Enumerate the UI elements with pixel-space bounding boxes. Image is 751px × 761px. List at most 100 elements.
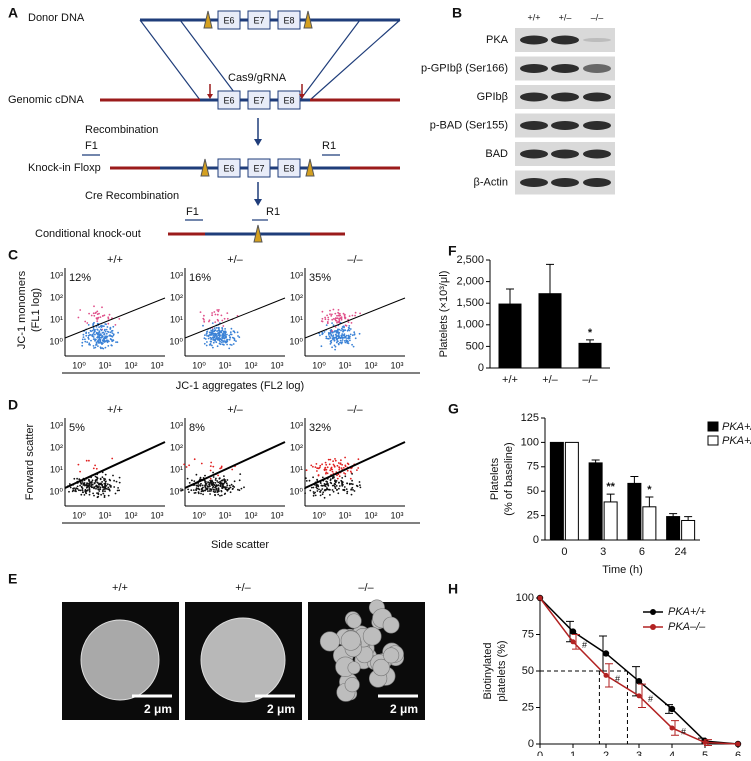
flow-event: [333, 476, 335, 479]
flow-event: [103, 339, 106, 342]
flow-event: [103, 341, 106, 343]
flow-event: [233, 486, 236, 488]
flow-event: [104, 473, 107, 476]
flow-event: [117, 331, 119, 334]
x-tick-label: 3: [636, 750, 642, 756]
flow-event: [104, 336, 107, 338]
error-bar: [645, 496, 654, 507]
flow-event: [108, 489, 111, 492]
flow-event: [338, 485, 341, 487]
x-tick-label: 10³: [390, 360, 403, 370]
x-tick-label: 10⁰: [192, 360, 206, 370]
flow-event: [221, 336, 224, 338]
cas9-label: Cas9/gRNA: [228, 72, 287, 84]
flow-event: [85, 332, 87, 335]
flow-event: [90, 481, 93, 484]
flow-event: [217, 488, 220, 490]
panel-label: E: [8, 571, 17, 587]
flow-event: [107, 316, 110, 319]
flow-event: [97, 495, 100, 498]
flow-event: [115, 480, 118, 483]
flow-event: [235, 340, 237, 342]
flow-event: [230, 483, 233, 486]
flow-event: [343, 472, 345, 474]
flow-event: [331, 313, 333, 316]
exon-label: E8: [283, 15, 294, 25]
flow-event: [98, 483, 101, 486]
x-tick-label: 5: [702, 750, 708, 756]
flow-event: [345, 324, 348, 327]
flow-event: [68, 483, 71, 485]
flow-event: [346, 490, 349, 493]
flow-event: [353, 331, 356, 334]
flow-event: [191, 479, 193, 482]
flow-event: [118, 476, 121, 479]
flow-event: [221, 327, 224, 329]
flow-event: [204, 334, 206, 337]
flow-event: [358, 481, 361, 483]
flow-event: [87, 482, 89, 485]
flow-event: [96, 481, 99, 484]
flow-event: [341, 463, 343, 466]
flow-event: [344, 464, 347, 467]
flow-event: [199, 311, 202, 313]
flow-event: [107, 494, 110, 497]
error-bar: [671, 720, 679, 736]
gate-line: [304, 441, 406, 489]
flow-event: [104, 330, 107, 333]
flow-event: [186, 477, 189, 480]
flow-event: [322, 491, 325, 494]
flow-event: [346, 492, 348, 495]
flow-event: [337, 331, 339, 334]
error-bar: [566, 620, 574, 643]
flow-event: [89, 329, 92, 332]
flow-event: [345, 339, 348, 341]
flow-event: [334, 345, 337, 348]
flow-event: [342, 329, 344, 331]
exon: [247, 10, 271, 30]
flow-event: [228, 334, 231, 337]
flow-event: [218, 328, 220, 330]
flow-event: [84, 338, 86, 341]
flow-event: [228, 484, 231, 487]
flow-event: [113, 479, 115, 482]
x-tick-label: 10⁰: [72, 360, 86, 370]
flow-event: [213, 483, 216, 486]
platelet-bleb: [347, 661, 361, 675]
flow-event: [88, 482, 91, 485]
flow-event: [103, 336, 105, 338]
platelet-bleb: [346, 613, 362, 629]
flow-event: [72, 487, 74, 490]
flow-event: [232, 487, 234, 490]
flow-event: [333, 465, 336, 468]
flow-event: [342, 325, 345, 328]
flow-event: [213, 311, 216, 313]
flow-event: [99, 325, 102, 328]
flow-event: [320, 484, 323, 487]
y-axis-label: (FL1 log): [30, 288, 42, 332]
blot-label: β-Actin: [474, 176, 508, 188]
flow-event: [220, 467, 223, 469]
flow-event: [109, 327, 112, 330]
blot-band: [551, 121, 579, 130]
flow-event: [324, 318, 327, 321]
flow-event: [346, 337, 348, 339]
y-tick-label: 10⁰: [49, 486, 63, 496]
flow-event: [340, 318, 343, 321]
flow-event: [98, 333, 100, 336]
flow-event: [316, 470, 318, 472]
flow-event: [350, 488, 353, 491]
y-tick-label: 50: [522, 665, 534, 677]
flow-event: [312, 491, 315, 493]
flow-event: [78, 489, 80, 492]
flow-event: [329, 469, 332, 472]
blot-band: [520, 178, 548, 187]
flow-event: [97, 340, 99, 343]
flow-event: [215, 487, 218, 490]
flow-event: [97, 332, 100, 334]
flow-event: [349, 333, 352, 336]
flow-event: [102, 331, 105, 334]
flow-event: [97, 345, 99, 347]
y-tick-label: 1,500: [456, 297, 484, 309]
